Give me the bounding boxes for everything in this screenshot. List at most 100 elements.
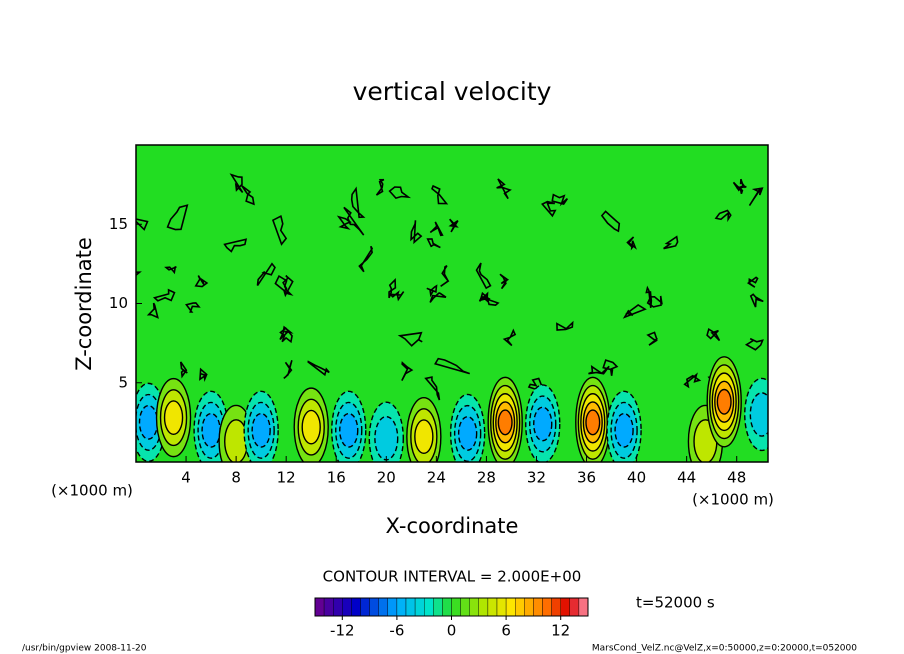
contour-line — [429, 292, 447, 303]
colorbar-cell — [424, 597, 434, 617]
cell-level — [533, 406, 553, 442]
colorbar-cell — [515, 597, 525, 617]
cell-level — [339, 412, 359, 448]
contour-line — [397, 331, 423, 347]
contour-line — [706, 327, 721, 342]
x-tick-label: 32 — [527, 469, 546, 487]
colorbar-cell — [542, 597, 552, 617]
contour-line — [223, 238, 248, 253]
contour-line — [440, 265, 450, 287]
y-tick-label: 15 — [109, 215, 128, 233]
colorbar-cell — [569, 597, 580, 617]
colorbar-cell — [451, 597, 461, 617]
contour-line — [410, 220, 423, 245]
cell-level — [138, 404, 159, 440]
contour-line — [199, 367, 208, 382]
contour-line — [663, 235, 679, 250]
contour-line — [229, 173, 244, 194]
contour-line — [622, 304, 647, 319]
colorbar-tick-label: -6 — [389, 622, 404, 640]
contour-line — [748, 187, 764, 206]
cell-level — [301, 409, 321, 445]
time-label: t=52000 s — [636, 594, 715, 612]
cell-level — [374, 415, 399, 461]
colorbar-cell — [333, 597, 343, 617]
colorbar-tick-label: 6 — [501, 622, 511, 640]
contour-line — [274, 274, 294, 296]
contour-line — [426, 284, 438, 298]
colorbar-tick-label: -12 — [330, 622, 355, 640]
cell-level — [163, 400, 184, 436]
colorbar-cell — [460, 597, 470, 617]
colorbar-cell — [487, 597, 498, 617]
contour-line — [388, 278, 397, 299]
colorbar-cell — [551, 597, 561, 617]
x-unit: (×1000 m) — [692, 491, 774, 509]
colorbar-cell — [505, 597, 516, 617]
contour-line — [185, 302, 201, 313]
contour-line — [714, 209, 732, 223]
contour-line — [240, 184, 255, 206]
contour-line — [194, 275, 209, 288]
colorbar-cell — [442, 597, 452, 617]
contour-line — [499, 273, 510, 290]
contour-line — [136, 218, 149, 231]
cell-level — [614, 412, 634, 448]
contour-line — [683, 372, 702, 389]
colorbar-cell — [496, 597, 507, 617]
y-tick-label: 10 — [109, 294, 128, 312]
contour-line — [424, 376, 441, 401]
contour-line — [475, 262, 492, 290]
contour-line — [541, 200, 557, 218]
colorbar-cell — [314, 597, 325, 617]
contour-line — [179, 361, 188, 379]
colorbar-tick-label: 0 — [447, 622, 457, 640]
contour-line — [279, 327, 293, 344]
y-axis-label: Z-coordinate — [72, 237, 96, 371]
contour-line — [146, 302, 159, 319]
x-tick-label: 24 — [427, 469, 446, 487]
footer-right: MarsCond_VelZ.nc@VelZ,x=0:50000,z=0:2000… — [592, 644, 857, 654]
contour-line — [343, 206, 365, 236]
cell-level — [716, 388, 732, 415]
cell-level — [497, 409, 513, 436]
cell-level — [414, 419, 434, 455]
contour-line — [736, 178, 747, 190]
x-tick-label: 48 — [727, 469, 746, 487]
x-tick-label: 36 — [577, 469, 596, 487]
cell-level — [585, 409, 601, 436]
contour-line — [556, 320, 574, 331]
contour-interval: CONTOUR INTERVAL = 2.000E+00 — [323, 568, 582, 586]
x-tick-label: 44 — [677, 469, 696, 487]
contour-line — [448, 218, 459, 233]
x-tick-label: 4 — [181, 469, 191, 487]
chart-title: vertical velocity — [353, 77, 552, 106]
contour-line — [375, 178, 385, 196]
colorbar-cell — [342, 597, 352, 617]
contour-line — [431, 184, 449, 205]
colorbar-cell — [405, 597, 416, 617]
contour-line — [746, 276, 759, 288]
colorbar-cell — [369, 597, 379, 617]
contour-line — [152, 288, 176, 302]
contour-line — [429, 221, 444, 237]
colorbar-cell — [469, 597, 480, 617]
field — [136, 173, 768, 462]
contour-line — [307, 360, 330, 377]
cell-level — [749, 392, 768, 437]
contour-line — [350, 186, 366, 219]
contour-line — [551, 193, 569, 207]
cell-level — [201, 412, 221, 448]
contour-line — [434, 357, 471, 375]
x-tick-label: 28 — [477, 469, 496, 487]
footer-left: /usr/bin/gpview 2008-11-20 — [22, 644, 147, 654]
y-tick-label: 5 — [118, 373, 128, 391]
contour-line — [478, 291, 500, 306]
contour-line — [646, 331, 658, 346]
colorbar-cell — [323, 597, 334, 617]
contour-line — [749, 293, 764, 308]
colorbar-cell — [351, 597, 361, 617]
contour-line — [426, 238, 441, 249]
x-tick-label: 20 — [377, 469, 396, 487]
contour-line — [166, 204, 189, 231]
